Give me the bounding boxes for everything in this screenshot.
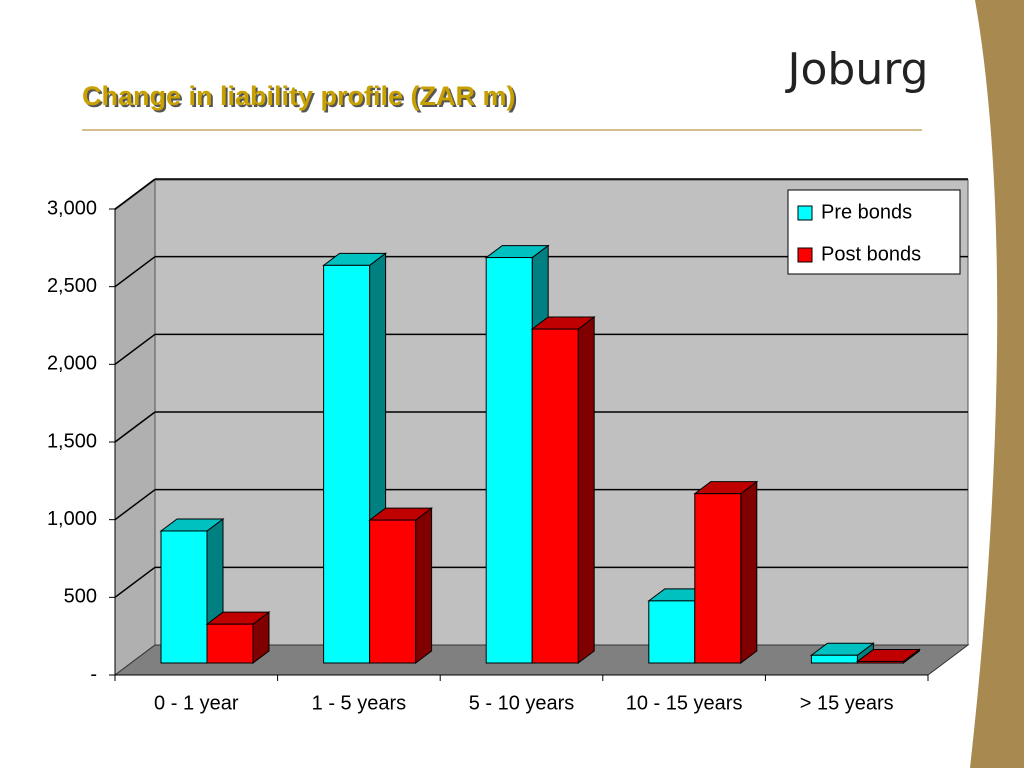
x-tick-label: 10 - 15 years: [626, 692, 743, 714]
logo: Joburg: [785, 44, 929, 95]
grid-line: [114, 566, 156, 598]
x-tick-label: 0 - 1 year: [154, 692, 239, 714]
bar: [531, 328, 579, 664]
grid-line: [114, 333, 156, 365]
bar-side: [577, 316, 595, 664]
grid-line: [114, 411, 156, 443]
x-tick-label: 1 - 5 years: [312, 692, 406, 714]
bar: [369, 519, 417, 664]
bar: [323, 264, 371, 664]
bar: [810, 654, 858, 664]
legend: [787, 189, 961, 275]
side-band: [970, 0, 1024, 768]
bar: [694, 493, 742, 664]
x-tick-label: > 15 years: [800, 692, 894, 714]
y-tick-label: 2,500: [47, 275, 97, 297]
bar: [856, 660, 904, 664]
grid-line: [114, 256, 156, 288]
chart-title: Change in liability profile (ZAR m): [82, 81, 516, 111]
legend-swatch: [797, 247, 813, 263]
grid-line: [114, 178, 156, 210]
legend-label: Pre bonds: [821, 201, 912, 223]
y-tick-label: 1,500: [47, 430, 97, 452]
bar-side: [740, 480, 758, 664]
legend-swatch: [797, 205, 813, 221]
bar-side: [415, 507, 433, 664]
y-tick-label: 3,000: [47, 197, 97, 219]
y-tick-label: 1,000: [47, 508, 97, 530]
y-tick-label: 500: [64, 586, 97, 608]
bar: [648, 600, 696, 664]
bar: [160, 530, 208, 664]
y-tick-label: -: [90, 663, 97, 685]
bar: [485, 257, 533, 664]
grid-line: [114, 489, 156, 521]
bar: [206, 623, 254, 664]
x-tick-label: 5 - 10 years: [469, 692, 575, 714]
y-tick-label: 2,000: [47, 353, 97, 375]
legend-label: Post bonds: [821, 243, 921, 265]
title-shadow: Change in liability profile (ZAR m): [84, 83, 518, 113]
